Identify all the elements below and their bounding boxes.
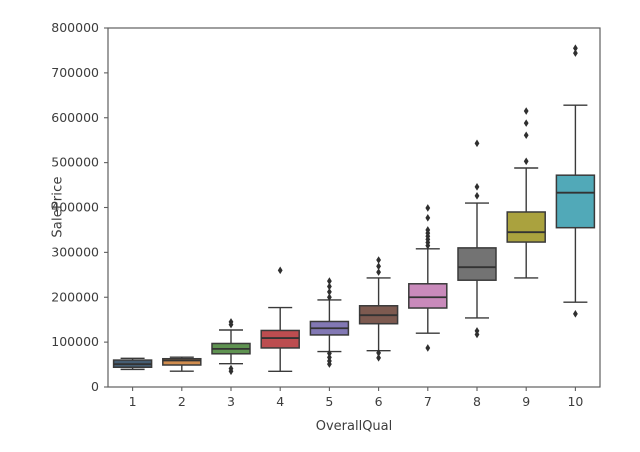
outlier-marker-7 (425, 214, 431, 222)
outlier-marker-6 (376, 354, 381, 362)
x-tick-label: 1 (129, 394, 137, 409)
y-tick-label: 100000 (51, 334, 99, 349)
box-8 (457, 247, 497, 281)
x-tick-label: 8 (473, 394, 481, 409)
y-tick-label: 0 (91, 379, 99, 394)
y-tick-label: 500000 (51, 155, 99, 170)
y-tick-label: 400000 (51, 200, 99, 215)
x-axis-title: OverallQual (315, 419, 393, 434)
x-tick-label: 7 (424, 394, 432, 409)
outlier-marker-6 (376, 256, 381, 264)
outlier-marker-9 (523, 119, 529, 127)
outlier-marker-7 (425, 344, 431, 352)
x-tick-label: 6 (375, 394, 383, 409)
outlier-marker-10 (573, 310, 578, 318)
outlier-marker-8 (474, 139, 480, 148)
outlier-marker-3 (228, 367, 234, 376)
box-4 (260, 329, 300, 349)
outlier-marker-9 (523, 107, 529, 115)
outlier-marker-8 (474, 192, 480, 200)
outlier-marker-6 (376, 262, 381, 271)
y-tick-label: 300000 (51, 244, 99, 259)
box-9 (506, 211, 546, 243)
outlier-marker-8 (474, 183, 480, 191)
box-2 (162, 357, 202, 366)
x-tick-label: 5 (325, 394, 333, 409)
outlier-marker-9 (523, 131, 529, 140)
outlier-marker-5 (327, 360, 332, 368)
outlier-marker-10 (573, 44, 578, 52)
outlier-marker-6 (376, 268, 381, 276)
outlier-marker-9 (523, 157, 529, 166)
box-7 (408, 283, 448, 309)
outlier-marker-7 (425, 241, 431, 250)
outlier-marker-3 (228, 320, 234, 329)
outlier-marker-5 (327, 282, 332, 291)
outlier-marker-7 (425, 204, 431, 212)
outlier-marker-4 (277, 266, 283, 275)
outlier-marker-8 (474, 330, 480, 339)
y-tick-label: 200000 (51, 289, 99, 304)
x-tick-label: 10 (567, 394, 583, 409)
outlier-marker-5 (327, 288, 332, 296)
box-10 (555, 174, 596, 229)
y-axis-title: SalePrice (50, 176, 66, 238)
outlier-marker-10 (573, 49, 578, 57)
outlier-marker-5 (327, 349, 332, 358)
y-tick-label: 700000 (51, 65, 99, 80)
outlier-marker-5 (327, 293, 332, 302)
x-tick-label: 4 (276, 394, 284, 409)
y-tick-label: 800000 (51, 20, 99, 35)
y-tick-label: 600000 (51, 110, 99, 125)
outlier-marker-5 (327, 277, 332, 285)
outlier-marker-6 (376, 349, 381, 357)
x-tick-label: 3 (227, 394, 235, 409)
x-tick-label: 2 (178, 394, 186, 409)
x-tick-label: 9 (522, 394, 530, 409)
